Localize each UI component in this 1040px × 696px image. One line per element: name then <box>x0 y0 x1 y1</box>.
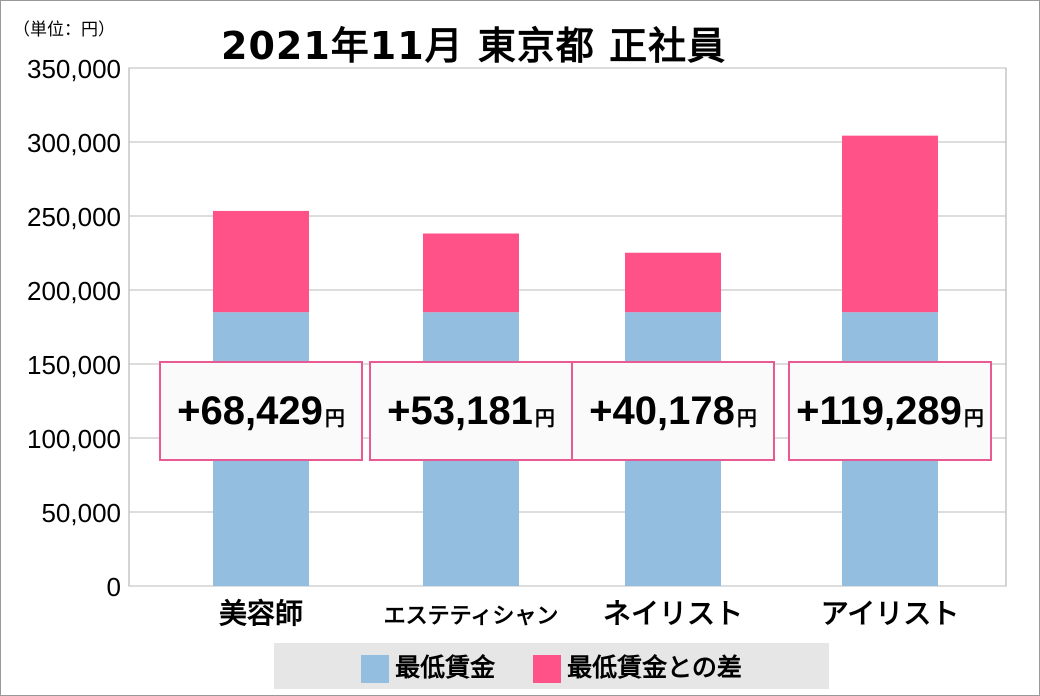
y-tick-label: 250,000 <box>27 202 121 232</box>
plot-area: 0 50,000 100,000 150,000 200,000 250,000 300,0… <box>27 54 1007 630</box>
legend-label: 最低賃金との差 <box>567 653 742 682</box>
y-tick-label: 150,000 <box>27 350 121 380</box>
data-label: +40,178 円 <box>571 361 775 461</box>
legend-item-diff: 最低賃金との差 <box>533 648 742 684</box>
data-label: +53,181 円 <box>369 361 573 461</box>
legend: 最低賃金 最低賃金との差 <box>274 643 829 689</box>
x-tick-label: エステティシャン <box>384 604 559 629</box>
y-tick-label: 50,000 <box>41 498 121 528</box>
x-tick-label: 美容師 <box>219 597 303 630</box>
legend-swatch <box>533 655 562 683</box>
data-label-value: +119,289 <box>796 388 962 433</box>
bar-diff <box>213 210 309 313</box>
y-tick-label: 300,000 <box>27 128 121 158</box>
bar-diff <box>842 135 938 313</box>
y-tick-label: 200,000 <box>27 276 121 306</box>
data-label-unit: 円 <box>324 407 345 430</box>
data-label: +119,289 円 <box>788 361 992 461</box>
data-label-unit: 円 <box>534 407 555 430</box>
bar-diff <box>625 252 721 313</box>
bar-diff <box>423 233 519 313</box>
data-label-value: +40,178 <box>589 388 735 433</box>
y-tick-label: 350,000 <box>27 54 121 84</box>
legend-swatch <box>361 655 390 683</box>
data-label-unit: 円 <box>736 407 757 430</box>
data-label-unit: 円 <box>963 407 984 430</box>
y-tick-label: 100,000 <box>27 424 121 454</box>
data-label-value: +53,181 <box>387 388 533 433</box>
x-tick-label: ネイリスト <box>603 597 743 630</box>
legend-label: 最低賃金 <box>395 653 496 682</box>
data-label-value: +68,429 <box>177 388 323 433</box>
legend-item-min-wage: 最低賃金 <box>361 648 495 684</box>
x-tick-label: アイリスト <box>821 597 960 630</box>
chart-title: 2021年11月 東京都 正社員 <box>221 24 727 68</box>
y-tick-label: 0 <box>107 572 121 602</box>
data-label: +68,429 円 <box>159 361 363 461</box>
unit-label: （単位：円） <box>13 20 115 40</box>
